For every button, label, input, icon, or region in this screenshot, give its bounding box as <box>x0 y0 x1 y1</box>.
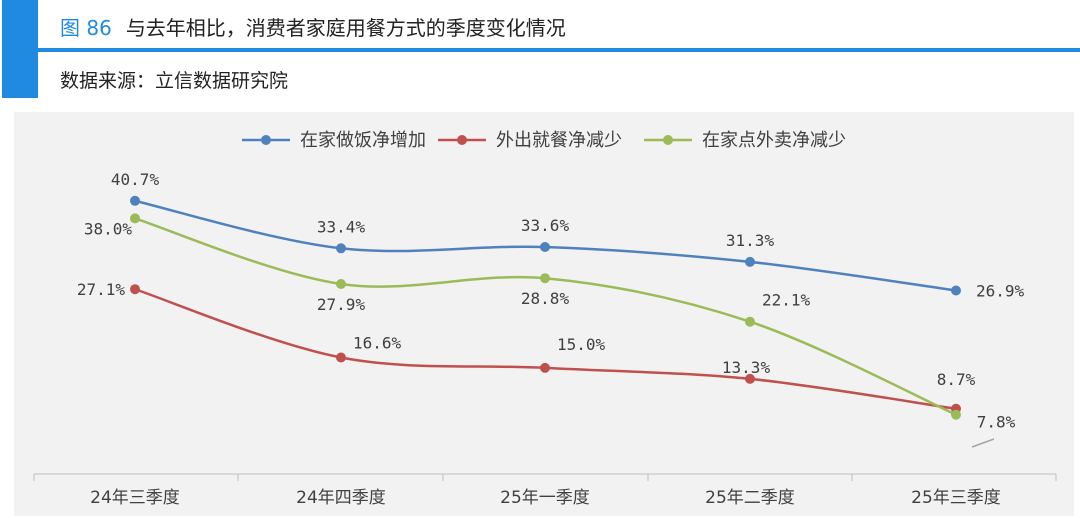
legend-marker <box>457 135 467 145</box>
data-label: 38.0% <box>84 219 133 238</box>
data-point-marker <box>540 362 550 373</box>
data-label: 26.9% <box>976 282 1025 301</box>
data-label: 40.7% <box>111 170 160 189</box>
legend-label: 在家点外卖净减少 <box>702 130 846 151</box>
data-point-marker <box>745 373 755 384</box>
header-divider <box>38 48 1080 52</box>
x-tick-label: 24年三季度 <box>90 488 180 508</box>
legend-label: 外出就餐净减少 <box>496 130 622 151</box>
data-label: 33.6% <box>521 216 570 235</box>
data-point-marker <box>130 195 140 206</box>
data-label: 15.0% <box>557 335 606 354</box>
data-point-marker <box>540 242 550 252</box>
data-point-marker <box>336 352 346 363</box>
figure-header: 图 86 与去年相比，消费者家庭用餐方式的季度变化情况 数据来源：立信数据研究院 <box>0 0 1080 100</box>
data-label: 28.8% <box>521 289 570 308</box>
data-point-marker <box>951 409 961 420</box>
data-point-marker <box>130 284 140 295</box>
x-tick-label: 25年二季度 <box>705 488 795 508</box>
data-label: 13.3% <box>722 358 771 377</box>
data-point-marker <box>540 273 550 284</box>
data-point-marker <box>951 285 961 296</box>
data-source: 数据来源：立信数据研究院 <box>60 70 289 92</box>
legend-marker <box>663 135 673 145</box>
data-label: 27.9% <box>317 295 366 314</box>
x-tick-label: 25年一季度 <box>500 488 590 508</box>
data-point-marker <box>745 316 755 327</box>
data-point-marker <box>130 213 140 224</box>
data-label: 27.1% <box>77 280 126 299</box>
data-point-marker <box>745 256 755 267</box>
data-label: 16.6% <box>353 334 402 353</box>
figure-title: 图 86 与去年相比，消费者家庭用餐方式的季度变化情况 <box>60 12 566 41</box>
data-label: 8.7% <box>937 370 976 389</box>
data-label: 33.4% <box>317 217 366 236</box>
figure-title-text: 与去年相比，消费者家庭用餐方式的季度变化情况 <box>125 16 566 40</box>
data-label-leader-line <box>971 438 995 448</box>
data-label: 22.1% <box>762 291 811 310</box>
legend-marker <box>261 135 271 145</box>
data-point-marker <box>336 243 346 254</box>
figure-number: 图 86 <box>60 16 112 40</box>
x-tick-label: 25年三季度 <box>911 488 1001 508</box>
line-chart: 24年三季度 24年四季度 25年一季度 25年二季度 25年三季度 40.7% 33.4%… <box>33 130 1057 508</box>
data-label: 31.3% <box>726 231 775 250</box>
data-point-marker <box>336 279 346 289</box>
header-accent-bar <box>2 0 38 98</box>
chart-area: 24年三季度 24年四季度 25年一季度 25年二季度 25年三季度 40.7% 33.4%… <box>14 112 1074 516</box>
legend-label: 在家做饭净增加 <box>300 130 426 151</box>
data-label: 7.8% <box>977 413 1016 432</box>
x-tick-label: 24年四季度 <box>296 488 386 508</box>
